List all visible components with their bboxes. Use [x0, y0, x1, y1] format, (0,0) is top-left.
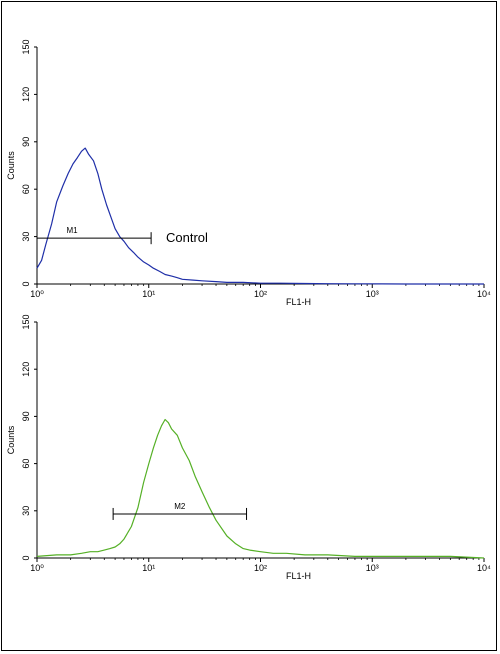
- x-tick-label: 10⁰: [30, 289, 44, 299]
- y-tick-label: 0: [21, 555, 31, 560]
- y-tick-label: 30: [21, 232, 31, 242]
- y-tick-label: 150: [21, 39, 31, 54]
- x-tick-label: 10⁴: [477, 289, 491, 299]
- histogram-series-line: [36, 418, 485, 559]
- y-tick-label: 90: [21, 411, 31, 421]
- control-annotation: Control: [166, 230, 208, 245]
- marker-gate-label: M1: [66, 226, 78, 235]
- x-tick-label: 10¹: [142, 563, 155, 573]
- x-tick-label: 10⁰: [30, 563, 44, 573]
- x-tick-label: 10³: [366, 289, 379, 299]
- y-tick-label: 30: [21, 506, 31, 516]
- x-tick-label: 10⁴: [477, 563, 491, 573]
- y-tick-label: 120: [21, 362, 31, 377]
- x-axis-title: FL1-H: [286, 571, 311, 581]
- y-tick-label: 90: [21, 137, 31, 147]
- x-axis-title: FL1-H: [286, 297, 311, 307]
- x-tick-label: 10¹: [142, 289, 155, 299]
- y-tick-label: 0: [21, 281, 31, 286]
- y-axis-title: Counts: [6, 425, 16, 454]
- histogram-series-line: [36, 147, 484, 285]
- y-tick-label: 150: [21, 314, 31, 329]
- control-histogram-panel: 0 30 60 90 120 150 Counts 10⁰ 10¹ 10² 10³ 10⁴ FL1-H M…: [6, 39, 491, 307]
- x-tick-label: 10²: [254, 563, 267, 573]
- marker-gate-label: M2: [174, 502, 186, 511]
- y-axis-title: Counts: [6, 151, 16, 180]
- sample-histogram-panel: 0 30 60 90 120 150 Counts 10⁰ 10¹ 10² 10³ 10⁴ FL1-H M…: [6, 314, 491, 581]
- x-tick-label: 10³: [366, 563, 379, 573]
- x-tick-label: 10²: [254, 289, 267, 299]
- y-tick-label: 60: [21, 459, 31, 469]
- y-tick-label: 120: [21, 87, 31, 102]
- y-tick-label: 60: [21, 184, 31, 194]
